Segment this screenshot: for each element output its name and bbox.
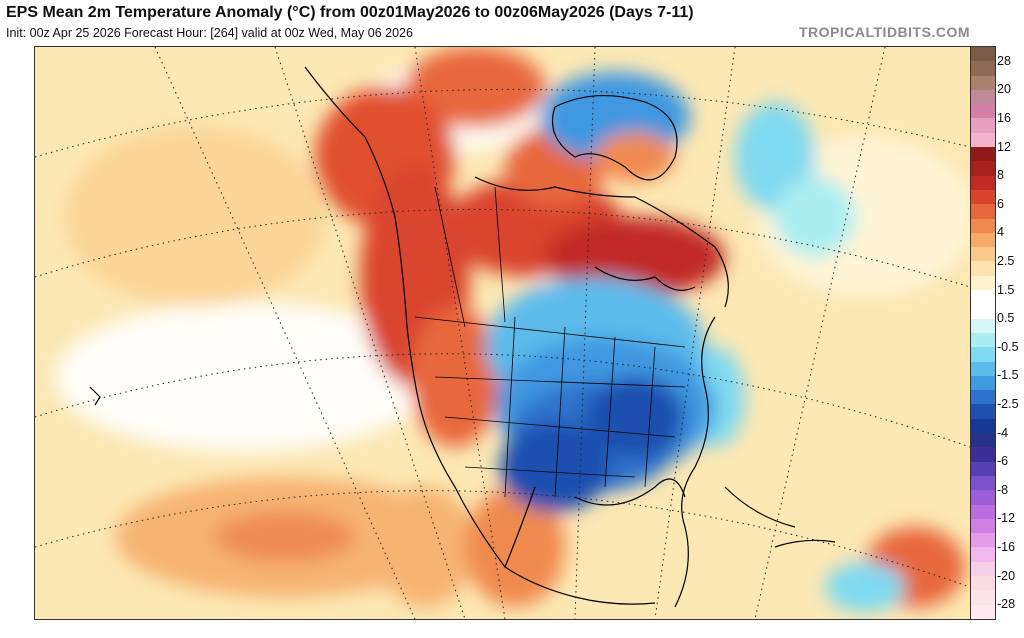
colorbar-label: -4 [997,425,1009,440]
colorbar-swatch [971,318,995,333]
colorbar-swatch [971,204,995,219]
colorbar-label: -1.5 [997,368,1019,383]
colorbar-swatch [971,290,995,305]
map-subtitle: Init: 00z Apr 25 2026 Forecast Hour: [26… [6,26,413,40]
colorbar-label: 28 [997,53,1011,68]
colorbar-swatch [971,161,995,176]
colorbar-label: -12 [997,511,1016,526]
colorbar-swatch [971,261,995,276]
colorbar-swatch [971,147,995,162]
colorbar-label: -2.5 [997,396,1019,411]
colorbar-label: -16 [997,539,1016,554]
colorbar-swatch [971,61,995,76]
colorbar-labels: 28 20 16 12 8 6 4 2.5 1.5 0.5 -0.5 -1.5 -2.5 -4 -6 -8 -1… [997,46,1024,618]
colorbar-swatch [971,575,995,591]
colorbar-swatch [971,404,995,419]
colorbar-label: 0.5 [997,311,1015,326]
colorbar-swatch [971,590,995,605]
colorbar-label: 6 [997,196,1004,211]
colorbar-swatch [971,490,995,505]
colorbar-swatch [971,118,995,133]
colorbar-swatch [971,547,995,562]
colorbar-label: -20 [997,568,1016,583]
colorbar-swatch [971,518,995,534]
colorbar [970,46,996,620]
colorbar-swatch [971,561,995,576]
colorbar-swatch [971,504,995,519]
colorbar-label: -8 [997,482,1009,497]
colorbar-swatch [971,332,995,348]
coastlines [89,66,836,608]
colorbar-label: 4 [997,225,1004,240]
colorbar-label: 8 [997,168,1004,183]
colorbar-label: -0.5 [997,339,1019,354]
graticule [35,47,970,619]
colorbar-swatch [971,375,995,391]
colorbar-swatch [971,475,995,491]
colorbar-swatch [971,433,995,448]
colorbar-label: -28 [997,597,1016,612]
brand-watermark[interactable]: TROPICALTIDBITS.COM [798,24,970,40]
colorbar-swatch [971,418,995,434]
colorbar-swatch [971,361,995,376]
colorbar-swatch [971,533,995,548]
state-borders [414,186,686,498]
colorbar-label: -6 [997,454,1009,469]
colorbar-swatch [971,75,995,90]
colorbar-label: 16 [997,110,1011,125]
colorbar-swatch [971,347,995,362]
colorbar-swatch [971,132,995,148]
anomaly-field [55,47,970,612]
colorbar-swatch [971,461,995,476]
colorbar-label: 12 [997,139,1011,154]
colorbar-swatch [971,604,995,619]
colorbar-swatch [971,189,995,205]
map-canvas [35,47,970,619]
colorbar-swatch [971,104,995,119]
colorbar-label: 2.5 [997,253,1015,268]
colorbar-swatch [971,218,995,233]
colorbar-swatch [971,89,995,105]
colorbar-label: 1.5 [997,282,1015,297]
map-title: EPS Mean 2m Temperature Anomaly (°C) fro… [6,4,694,21]
colorbar-swatch [971,390,995,405]
colorbar-swatch [971,275,995,291]
temperature-anomaly-map [34,46,971,620]
colorbar-swatch [971,47,995,62]
colorbar-label: 20 [997,82,1011,97]
colorbar-swatch [971,304,995,319]
colorbar-swatch [971,232,995,248]
colorbar-swatch [971,175,995,190]
colorbar-swatch [971,247,995,262]
colorbar-swatch [971,447,995,462]
